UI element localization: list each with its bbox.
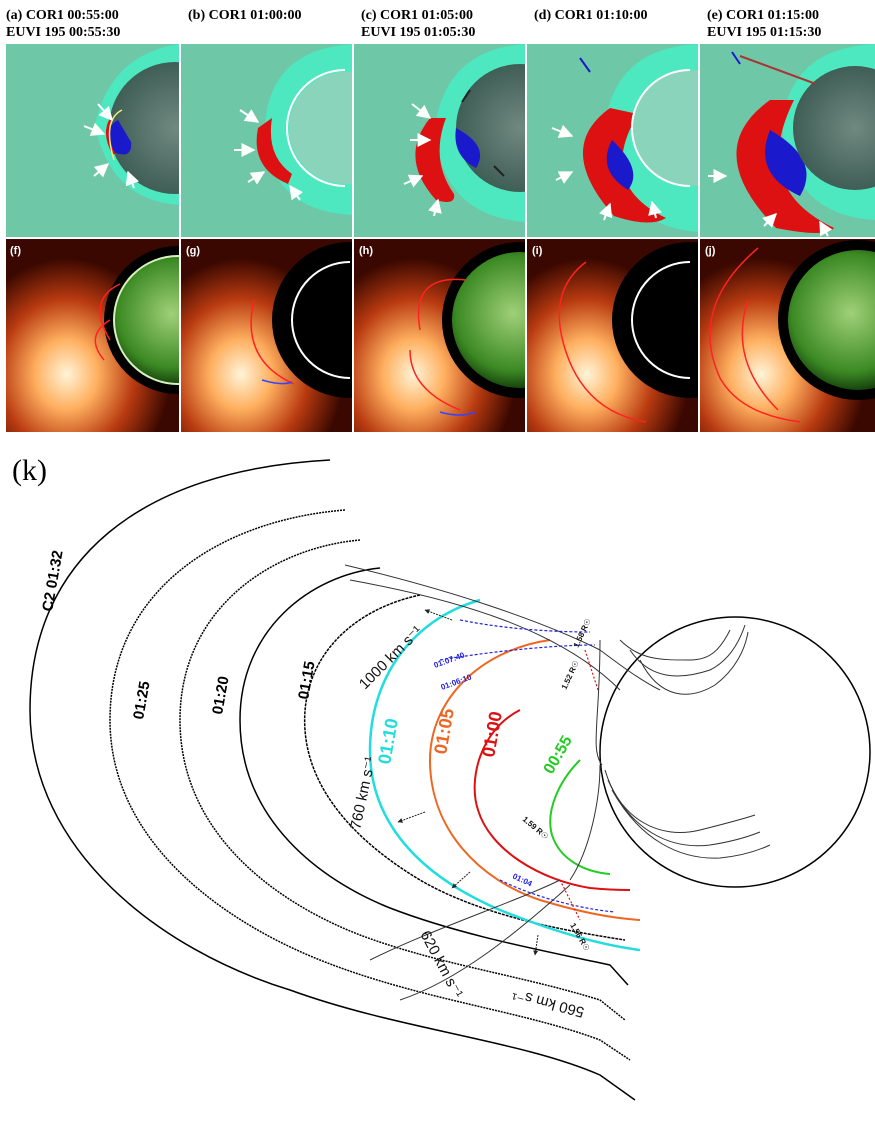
cor1-panel-e — [700, 44, 875, 237]
blue-curve-2 — [439, 644, 596, 661]
panel-label: (g) — [186, 245, 200, 257]
height-marker — [584, 649, 599, 691]
panel-label: (i) — [532, 245, 543, 257]
sun-disk — [599, 616, 871, 888]
height-label: 1.59 R☉ — [521, 815, 550, 842]
panel-header-line2: EUVI 195 01:15:30 — [707, 25, 821, 40]
speed-label: 760 km s⁻¹ — [347, 755, 379, 831]
height-label: 1.52 R☉ — [560, 659, 581, 691]
front-label: C2 01:32 — [39, 549, 66, 613]
front-label: 01:05 — [430, 707, 458, 756]
front-label: 01:00 — [478, 710, 506, 759]
height-marker — [559, 879, 581, 921]
front-label: 01:20 — [209, 675, 232, 716]
top-headers: (a) COR1 00:55:00 EUVI 195 00:55:30 (b) … — [6, 8, 821, 40]
velocity-arrows — [397, 609, 539, 956]
euvi-composite-images — [6, 239, 875, 432]
field-lines — [344, 564, 771, 1001]
front-0105 — [428, 639, 641, 921]
panel-header-line2: EUVI 195 01:05:30 — [361, 25, 475, 40]
bottom-panel-labels: (f) (g) (h) (i) (j) — [10, 245, 716, 257]
front-0125 — [109, 509, 631, 1061]
front-0055 — [549, 759, 611, 875]
panel-header-line1: (b) COR1 01:00:00 — [188, 8, 302, 23]
front-0100 — [473, 709, 631, 891]
blue-curve-3 — [499, 879, 616, 913]
blue-curve-1 — [459, 619, 591, 633]
panel-header-line2: EUVI 195 00:55:30 — [6, 25, 120, 40]
front-0110 — [368, 598, 641, 952]
front-c2-0132 — [29, 459, 636, 1101]
panel-label: (j) — [705, 245, 716, 257]
schematic-diagram: (k) — [12, 454, 871, 1101]
euvi-panel-j — [700, 239, 875, 432]
front-label: 01:15 — [295, 660, 318, 701]
front-0120 — [179, 539, 626, 1021]
diagram-label: (k) — [12, 454, 47, 487]
height-label: 1.58 R☉ — [572, 617, 593, 649]
panel-label: (f) — [10, 245, 21, 257]
front-label: 01:25 — [130, 680, 153, 721]
panel-header-line1: (d) COR1 01:10:00 — [534, 8, 648, 23]
height-label: 1.56 R☉ — [568, 922, 591, 953]
speed-label: 1000 km s⁻¹ — [356, 623, 426, 693]
panel-header-line1: (e) COR1 01:15:00 — [707, 8, 819, 23]
panel-header-line1: (a) COR1 00:55:00 — [6, 8, 119, 23]
panel-label: (h) — [359, 245, 373, 257]
blue-time-label: 01:07:40 — [433, 650, 467, 670]
panel-header-line1: (c) COR1 01:05:00 — [361, 8, 473, 23]
front-label: 01:10 — [374, 717, 402, 766]
cor1-difference-images — [6, 44, 875, 237]
speed-label: 560 km s⁻¹ — [510, 985, 586, 1021]
front-0115 — [239, 567, 629, 986]
